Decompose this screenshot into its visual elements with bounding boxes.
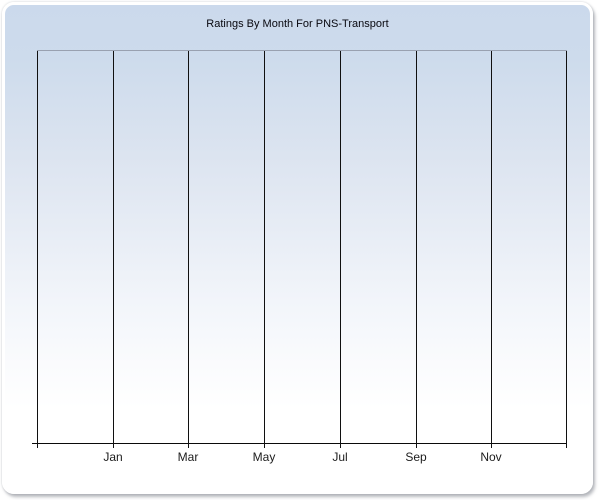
x-tick [566,443,567,448]
x-tick [491,443,492,448]
x-axis-label: Jan [103,450,123,464]
x-gridline [188,51,189,443]
plot-area: Jan Mar May Jul Sep Nov [32,50,567,464]
x-axis-label: Jul [332,450,348,464]
x-axis-label: May [252,450,276,464]
x-gridline [264,51,265,443]
x-gridline [491,51,492,443]
x-tick [340,443,341,448]
chart-title: Ratings By Month For PNS-Transport [206,18,389,30]
x-gridline [113,51,114,443]
x-axis-label: Nov [480,450,502,464]
x-axis-label: Mar [177,450,199,464]
x-axis-label: Sep [405,450,427,464]
x-gridline [416,51,417,443]
chart-panel: Ratings By Month For PNS-Transport Jan Ma… [2,2,593,494]
x-tick [37,443,38,448]
x-axis-line [32,443,37,444]
x-gridline [566,51,567,443]
x-gridline [340,51,341,443]
x-tick [264,443,265,448]
x-tick [113,443,114,448]
x-tick [416,443,417,448]
x-gridline [37,51,38,443]
x-tick [188,443,189,448]
